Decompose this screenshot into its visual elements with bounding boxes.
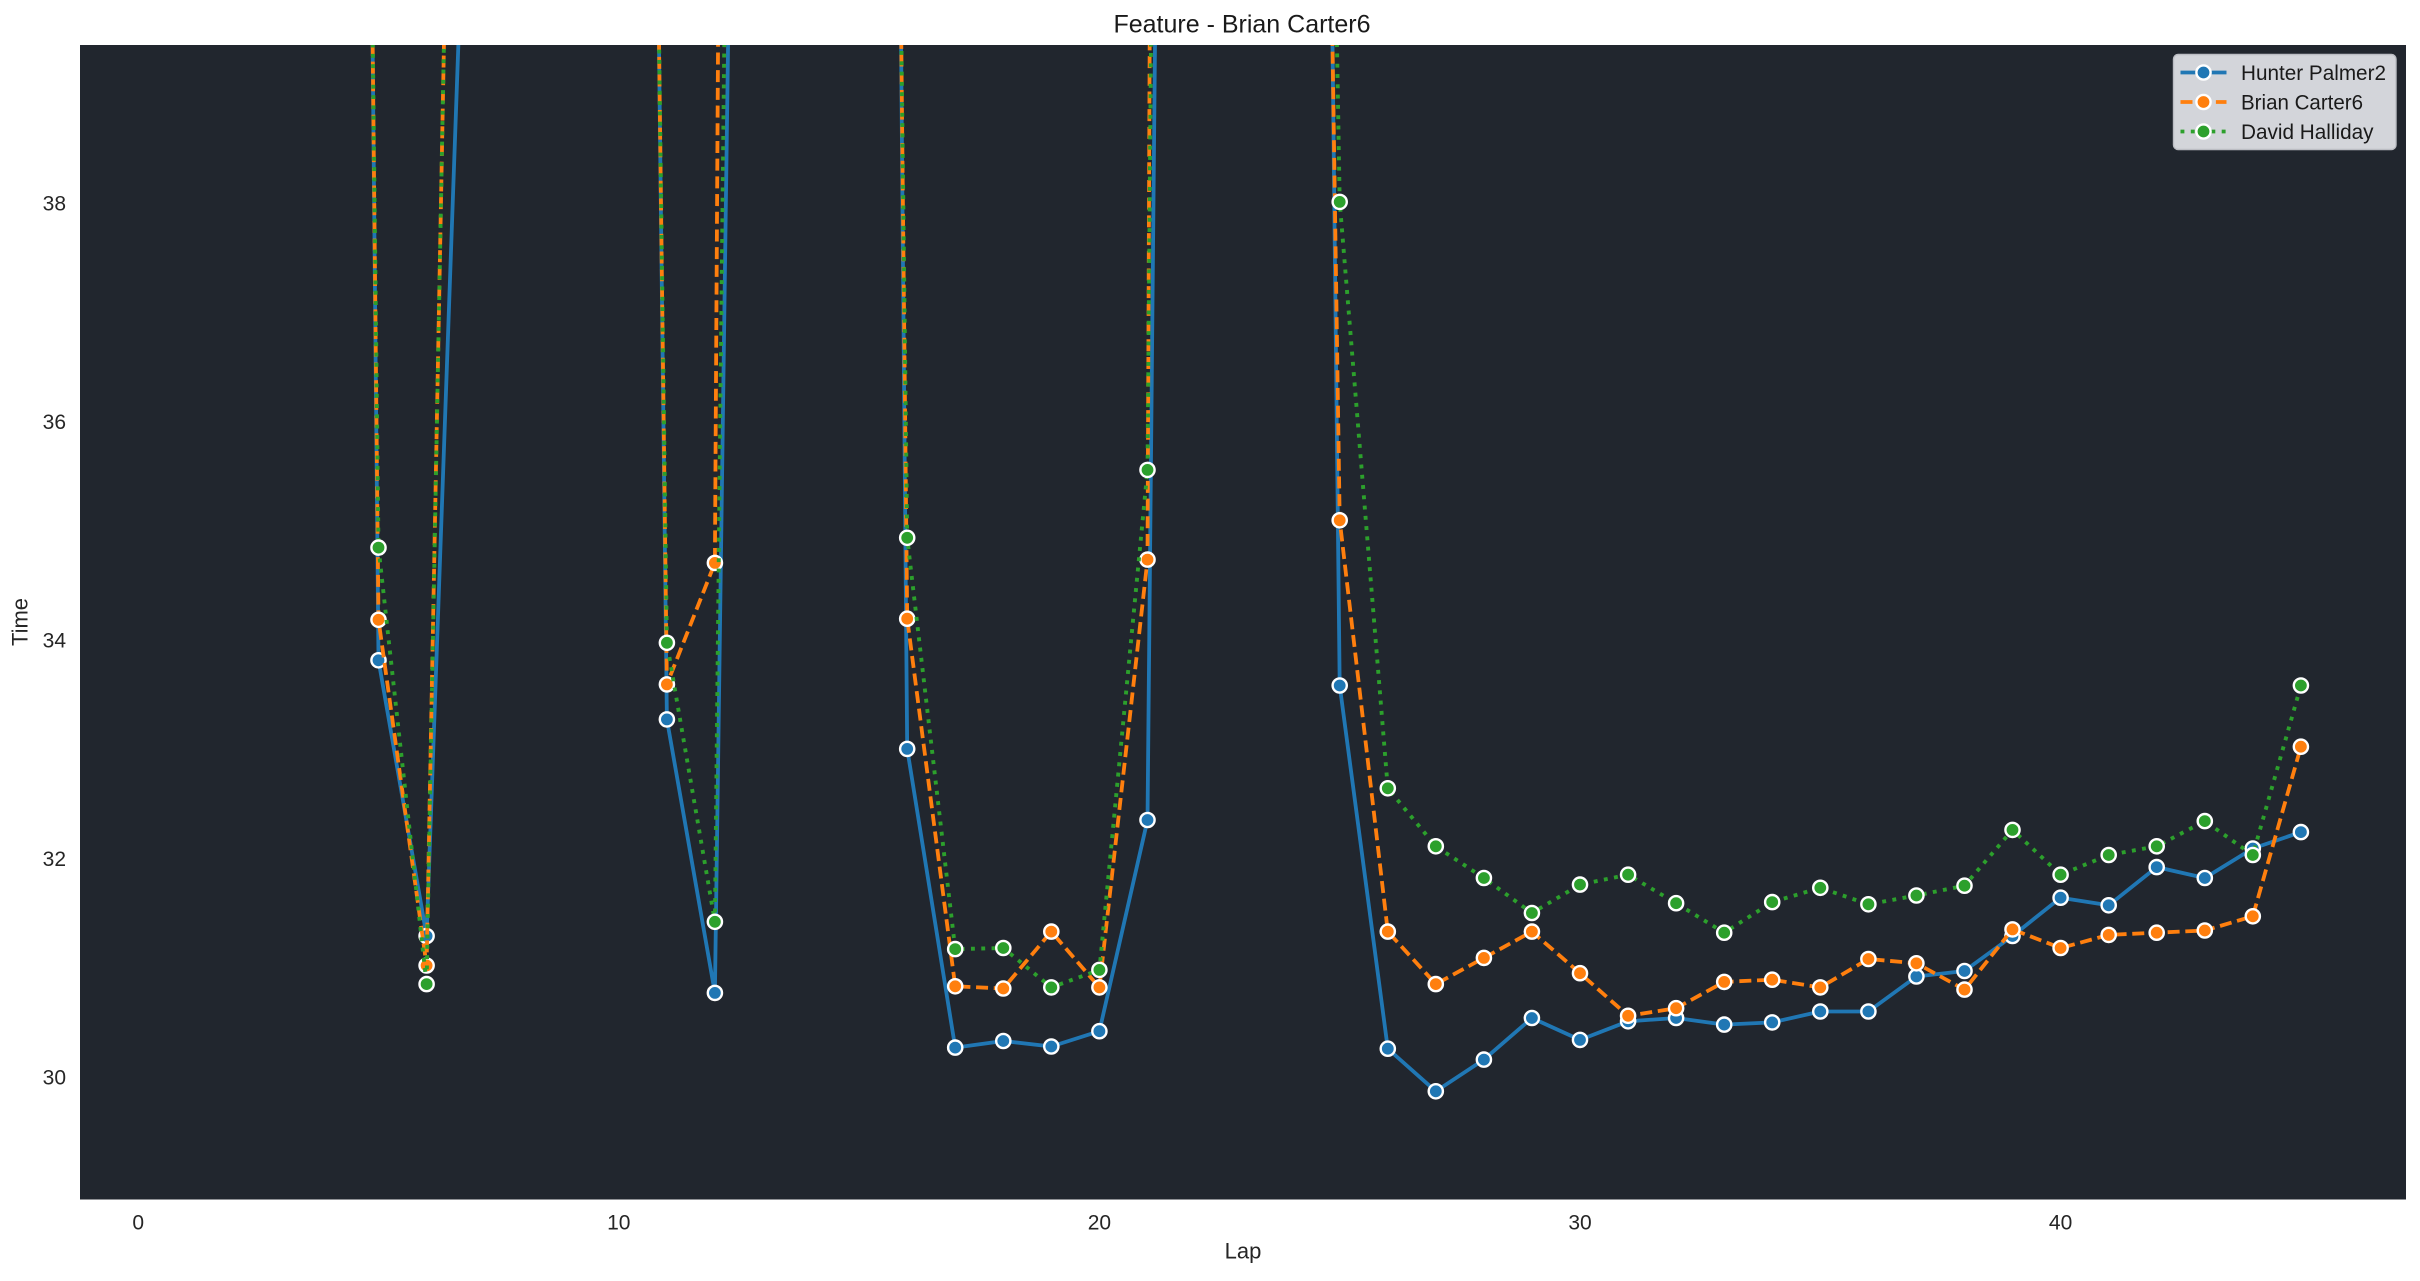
svg-text:32: 32: [43, 848, 66, 871]
svg-text:30: 30: [43, 1067, 66, 1090]
svg-text:36: 36: [43, 411, 66, 434]
svg-text:Brian Carter6: Brian Carter6: [2241, 91, 2363, 115]
svg-text:10: 10: [607, 1212, 630, 1235]
svg-text:David Halliday: David Halliday: [2241, 120, 2374, 144]
svg-text:Feature - Brian Carter6: Feature - Brian Carter6: [1113, 11, 1370, 39]
svg-text:40: 40: [2049, 1212, 2072, 1235]
svg-text:0: 0: [132, 1212, 144, 1235]
svg-text:38: 38: [43, 193, 66, 216]
svg-text:20: 20: [1088, 1212, 1111, 1235]
svg-text:Lap: Lap: [1225, 1239, 1262, 1264]
svg-text:30: 30: [1568, 1212, 1591, 1235]
svg-text:34: 34: [43, 630, 67, 653]
svg-text:Time: Time: [8, 598, 33, 646]
svg-text:Hunter Palmer2: Hunter Palmer2: [2241, 61, 2386, 85]
